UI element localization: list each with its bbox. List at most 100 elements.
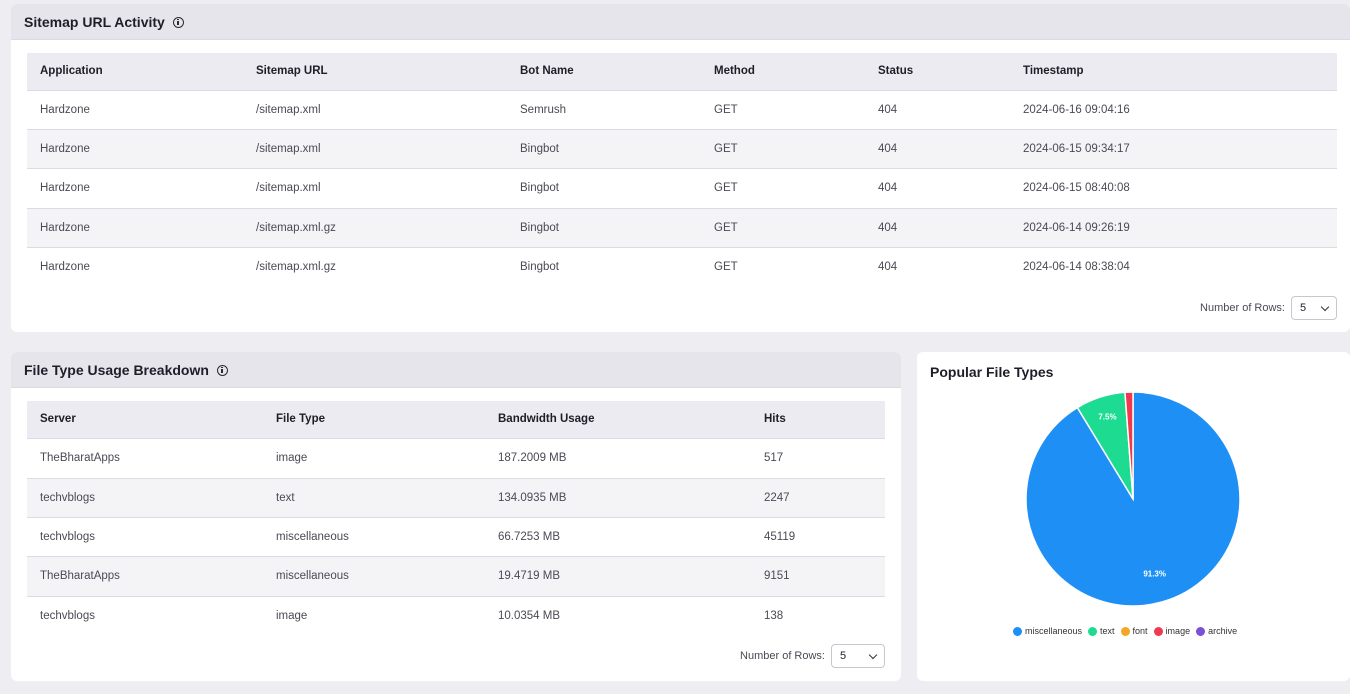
table-row: techvblogs miscellaneous 66.7253 MB 4511… (27, 516, 885, 556)
filetype-usage-title: File Type Usage Breakdown (24, 361, 209, 378)
popular-file-types-title: Popular File Types (930, 364, 1054, 380)
table-row: Hardzone /sitemap.xml.gz Bingbot GET 404… (27, 246, 1337, 286)
pie-slice-image[interactable] (1124, 391, 1134, 500)
legend-label: text (1100, 626, 1115, 636)
cell-timestamp: 2024-06-15 08:40:08 (1010, 167, 1337, 208)
cell-file-type: image (263, 437, 485, 478)
cell-status: 404 (865, 167, 1010, 208)
cell-status: 404 (865, 246, 1010, 286)
column-header[interactable]: Sitemap URL (243, 53, 507, 90)
chevron-down-icon (868, 650, 878, 659)
cell-file-type: image (263, 595, 485, 635)
cell-hits: 2247 (751, 477, 885, 517)
rows-per-page-select[interactable]: 5 (831, 644, 885, 668)
legend-dot-icon (1013, 626, 1022, 636)
filetype-table: Server File Type Bandwidth Usage Hits Th… (27, 401, 885, 635)
cell-sitemap-url: /sitemap.xml (243, 89, 507, 129)
legend-label: image (1165, 626, 1191, 636)
cell-server: TheBharatApps (27, 437, 263, 478)
legend-item-text[interactable]: text (1088, 626, 1115, 636)
column-header[interactable]: Hits (751, 401, 885, 438)
sitemap-rows-control: Number of Rows: 5 (1200, 296, 1337, 320)
sitemap-activity-header: Sitemap URL Activity (11, 4, 1350, 40)
legend-dot-icon (1120, 626, 1130, 636)
rows-per-page-select[interactable]: 5 (1291, 296, 1337, 320)
legend-item-archive[interactable]: archive (1196, 626, 1237, 636)
cell-sitemap-url: /sitemap.xml.gz (243, 207, 507, 247)
cell-application: Hardzone (27, 167, 243, 208)
table-row: TheBharatApps image 187.2009 MB 517 (27, 437, 885, 478)
column-header[interactable]: Server (27, 401, 263, 438)
rows-label: Number of Rows: (1200, 302, 1285, 314)
cell-bandwidth: 134.0935 MB (485, 477, 751, 517)
cell-bandwidth: 66.7253 MB (485, 516, 751, 556)
cell-file-type: miscellaneous (263, 516, 485, 556)
cell-sitemap-url: /sitemap.xml (243, 128, 507, 168)
cell-hits: 517 (751, 437, 885, 478)
sitemap-table-header-row: Application Sitemap URL Bot Name Method … (27, 53, 1337, 90)
cell-timestamp: 2024-06-15 09:34:17 (1010, 128, 1337, 168)
cell-bandwidth: 187.2009 MB (485, 437, 751, 478)
table-row: TheBharatApps miscellaneous 19.4719 MB 9… (27, 555, 885, 596)
cell-status: 404 (865, 207, 1010, 247)
cell-server: techvblogs (27, 477, 263, 517)
legend-dot-icon (1088, 626, 1098, 636)
cell-method: GET (701, 207, 865, 247)
chevron-down-icon (1320, 302, 1330, 311)
legend-dot-icon (1153, 626, 1163, 636)
table-row: techvblogs text 134.0935 MB 2247 (27, 477, 885, 517)
info-icon[interactable] (216, 365, 228, 376)
filetype-rows-control: Number of Rows: 5 (740, 644, 885, 668)
legend-label: font (1132, 626, 1148, 636)
cell-server: techvblogs (27, 595, 263, 635)
cell-bot-name: Bingbot (507, 207, 701, 247)
pie-slice-label: 7.5% (1098, 413, 1116, 422)
sitemap-activity-title: Sitemap URL Activity (24, 13, 165, 30)
legend-item-font[interactable]: font (1120, 626, 1148, 636)
column-header[interactable]: Status (865, 53, 1010, 90)
cell-sitemap-url: /sitemap.xml.gz (243, 246, 507, 286)
cell-bot-name: Bingbot (507, 128, 701, 168)
column-header[interactable]: Timestamp (1010, 53, 1337, 90)
legend-item-image[interactable]: image (1153, 626, 1191, 636)
filetype-table-header-row: Server File Type Bandwidth Usage Hits (27, 401, 885, 438)
column-header[interactable]: File Type (263, 401, 485, 438)
cell-bot-name: Bingbot (507, 167, 701, 208)
cell-sitemap-url: /sitemap.xml (243, 167, 507, 208)
cell-bot-name: Bingbot (507, 246, 701, 286)
cell-status: 404 (865, 89, 1010, 129)
cell-application: Hardzone (27, 128, 243, 168)
cell-application: Hardzone (27, 89, 243, 129)
filetype-usage-header: File Type Usage Breakdown (11, 352, 901, 388)
column-header[interactable]: Bandwidth Usage (485, 401, 751, 438)
cell-file-type: miscellaneous (263, 555, 485, 596)
cell-hits: 9151 (751, 555, 885, 596)
cell-application: Hardzone (27, 207, 243, 247)
legend-item-miscellaneous[interactable]: miscellaneous (1013, 626, 1082, 636)
pie-slice-label: 91.3% (1143, 569, 1166, 578)
cell-method: GET (701, 167, 865, 208)
column-header[interactable]: Application (27, 53, 243, 90)
filetype-usage-card: File Type Usage Breakdown Server File Ty… (11, 352, 901, 681)
sitemap-table: Application Sitemap URL Bot Name Method … (27, 53, 1337, 286)
cell-timestamp: 2024-06-14 08:38:04 (1010, 246, 1337, 286)
info-icon[interactable] (172, 17, 184, 28)
cell-hits: 45119 (751, 516, 885, 556)
pie-slice-miscellaneous[interactable] (1025, 391, 1241, 607)
cell-hits: 138 (751, 595, 885, 635)
table-row: Hardzone /sitemap.xml Semrush GET 404 20… (27, 89, 1337, 129)
cell-bandwidth: 10.0354 MB (485, 595, 751, 635)
rows-label: Number of Rows: (740, 650, 825, 662)
cell-method: GET (701, 128, 865, 168)
table-row: techvblogs image 10.0354 MB 138 (27, 595, 885, 635)
cell-server: TheBharatApps (27, 555, 263, 596)
legend-dot-icon (1196, 626, 1206, 636)
cell-timestamp: 2024-06-16 09:04:16 (1010, 89, 1337, 129)
cell-file-type: text (263, 477, 485, 517)
cell-application: Hardzone (27, 246, 243, 286)
column-header[interactable]: Method (701, 53, 865, 90)
column-header[interactable]: Bot Name (507, 53, 701, 90)
cell-server: techvblogs (27, 516, 263, 556)
cell-bandwidth: 19.4719 MB (485, 555, 751, 596)
table-row: Hardzone /sitemap.xml Bingbot GET 404 20… (27, 128, 1337, 168)
